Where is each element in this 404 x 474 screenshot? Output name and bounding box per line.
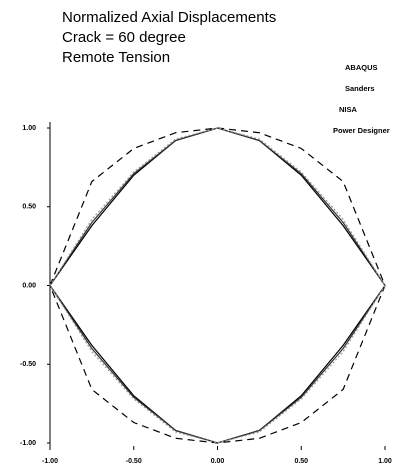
series-line [49, 127, 386, 444]
chart-title: Crack = 60 degree [62, 29, 186, 46]
x-tick-label: -0.50 [126, 458, 142, 465]
legend-label: Power Designer [333, 126, 390, 135]
x-tick-label: 1.00 [378, 458, 392, 465]
y-tick-label: -0.50 [20, 361, 36, 368]
chart-title: Remote Tension [62, 49, 170, 66]
legend-label: Sanders [345, 84, 375, 93]
x-tick-label: 0.50 [294, 458, 308, 465]
legend-label: NISA [339, 105, 358, 114]
y-tick-label: -1.00 [20, 440, 36, 447]
chart-title: Normalized Axial Displacements [62, 9, 276, 26]
y-tick-label: 0.50 [22, 204, 36, 211]
x-tick-label: -1.00 [42, 458, 58, 465]
legend-label: ABAQUS [345, 63, 378, 72]
x-tick-label: 0.00 [211, 458, 225, 465]
y-tick-label: 1.00 [22, 125, 36, 132]
series-line [49, 127, 386, 444]
y-tick-label: 0.00 [22, 282, 36, 289]
